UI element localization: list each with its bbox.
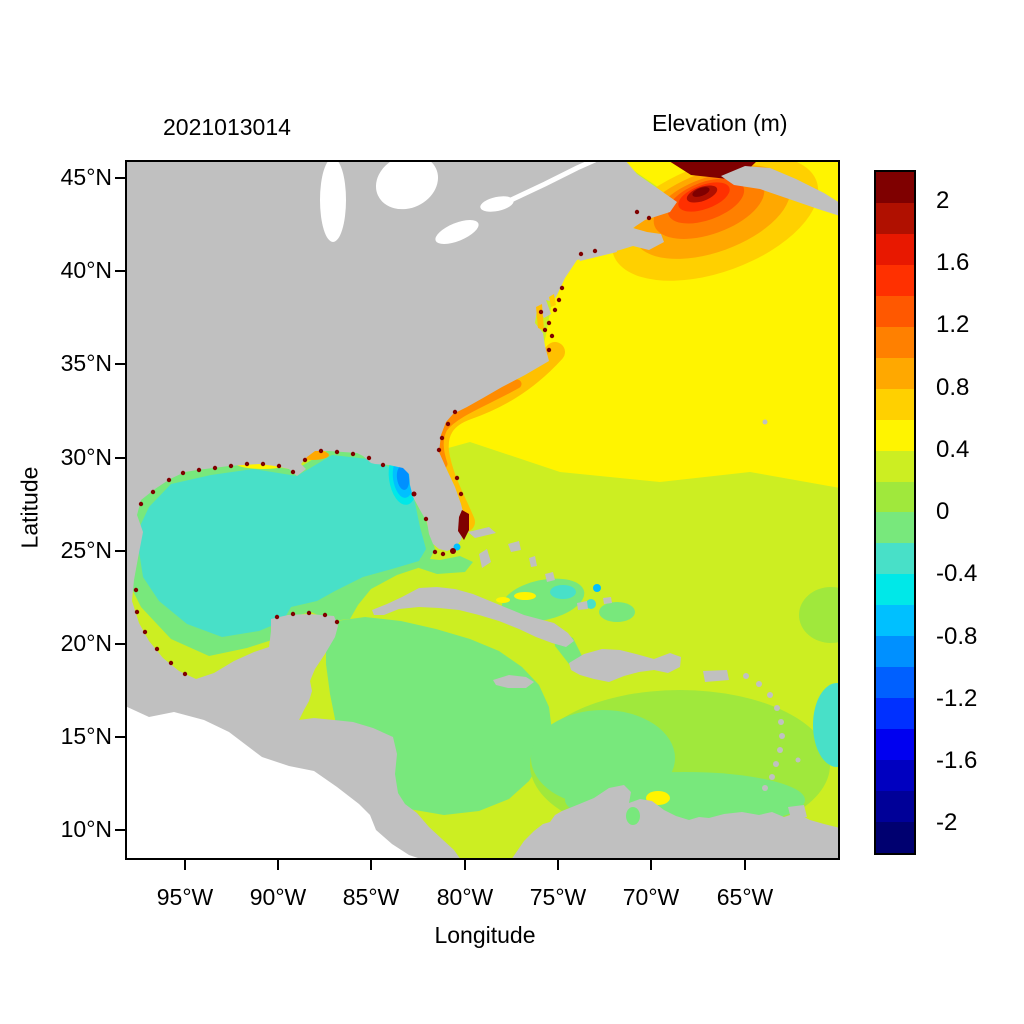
great-lakes bbox=[320, 154, 514, 244]
florida-straits-green bbox=[419, 556, 473, 574]
colorbar-block bbox=[876, 295, 914, 327]
colorbar-label: 1.6 bbox=[936, 249, 970, 276]
colorbar-block bbox=[876, 636, 914, 668]
x-axis-title: Longitude bbox=[434, 922, 536, 948]
y-tick bbox=[115, 736, 125, 738]
land-cuba bbox=[372, 587, 574, 647]
x-tick-label: 75°W bbox=[529, 884, 587, 910]
land-hispaniola bbox=[569, 649, 681, 682]
x-tick bbox=[464, 860, 466, 870]
colorbar-block bbox=[876, 698, 914, 730]
x-tick bbox=[370, 860, 372, 870]
y-tick bbox=[115, 457, 125, 459]
colorbar-block bbox=[876, 667, 914, 699]
bahamas-area-patches bbox=[496, 578, 635, 664]
x-tick-label: 65°W bbox=[716, 884, 774, 910]
colorbar-block bbox=[876, 202, 914, 234]
x-tick-label: 95°W bbox=[156, 884, 214, 910]
colorbar-block bbox=[876, 357, 914, 389]
colorbar-label: 0.4 bbox=[936, 436, 970, 463]
colorbar-block bbox=[876, 729, 914, 761]
land-bermuda bbox=[762, 419, 768, 425]
plot-frame bbox=[125, 160, 840, 860]
colorbar-label: -1.2 bbox=[936, 685, 978, 712]
gulf-cyan-interior bbox=[139, 455, 426, 637]
colorbar-block bbox=[876, 574, 914, 606]
colorbar-title: Elevation (m) bbox=[652, 110, 788, 136]
colorbar-label: 1.2 bbox=[936, 311, 970, 338]
pacific-outside-domain bbox=[125, 706, 424, 860]
delaware-bay-fill bbox=[549, 294, 556, 307]
lake-maracaibo bbox=[626, 807, 640, 825]
colorbar bbox=[874, 170, 916, 855]
x-tick-label: 80°W bbox=[436, 884, 494, 910]
colorbar-block bbox=[876, 791, 914, 823]
colorbar-block bbox=[876, 760, 914, 792]
y-tick bbox=[115, 829, 125, 831]
y-tick bbox=[115, 363, 125, 365]
st-lawrence-river bbox=[509, 157, 597, 203]
x-tick-label: 85°W bbox=[342, 884, 400, 910]
x-tick bbox=[557, 860, 559, 870]
colorbar-label: -0.4 bbox=[936, 560, 978, 587]
land-long-island bbox=[577, 246, 617, 261]
land-south-america bbox=[511, 785, 840, 860]
colorbar-block bbox=[876, 605, 914, 637]
x-tick bbox=[650, 860, 652, 870]
x-tick-label: 90°W bbox=[249, 884, 307, 910]
florida-keys-extreme bbox=[450, 548, 456, 554]
colorbar-label: 0 bbox=[936, 498, 950, 525]
y-tick bbox=[115, 643, 125, 645]
y-tick-label: 25°N bbox=[60, 537, 112, 563]
y-tick-label: 20°N bbox=[60, 630, 112, 656]
colorbar-label: -2 bbox=[936, 809, 958, 836]
x-tick bbox=[277, 860, 279, 870]
y-tick-label: 45°N bbox=[60, 164, 112, 190]
colorbar-label: 0.8 bbox=[936, 374, 970, 401]
colorbar-block bbox=[876, 388, 914, 420]
colorbar-block bbox=[876, 172, 914, 203]
colorbar-block bbox=[876, 450, 914, 482]
x-tick bbox=[184, 860, 186, 870]
y-tick-label: 35°N bbox=[60, 350, 112, 376]
southeast-florida-extreme bbox=[458, 510, 469, 540]
colorbar-block bbox=[876, 326, 914, 358]
x-tick bbox=[744, 860, 746, 870]
y-tick bbox=[115, 270, 125, 272]
biscayne-blue-spot bbox=[453, 543, 461, 551]
colorbar-label: -0.8 bbox=[936, 623, 978, 650]
land-nova-scotia bbox=[721, 166, 840, 216]
land-north-america bbox=[125, 160, 677, 860]
y-tick-label: 15°N bbox=[60, 723, 112, 749]
map-plot bbox=[125, 154, 863, 860]
y-tick-label: 40°N bbox=[60, 257, 112, 283]
colorbar-block bbox=[876, 264, 914, 296]
colorbar-label: -1.6 bbox=[936, 747, 978, 774]
land-jamaica bbox=[493, 675, 534, 688]
land-bahamas bbox=[468, 527, 612, 610]
land-trinidad bbox=[788, 805, 807, 819]
y-tick-label: 30°N bbox=[60, 444, 112, 470]
timestamp-title: 2021013014 bbox=[163, 114, 291, 140]
map-svg bbox=[125, 154, 863, 860]
colorbar-label: 2 bbox=[936, 187, 950, 214]
land-puerto-rico bbox=[703, 670, 729, 682]
colorbar-block bbox=[876, 822, 914, 853]
colorbar-block bbox=[876, 233, 914, 265]
y-tick-label: 10°N bbox=[60, 816, 112, 842]
colorbar-block bbox=[876, 512, 914, 544]
colorbar-block bbox=[876, 481, 914, 513]
land-lesser-antilles bbox=[743, 673, 801, 791]
colorbar-block bbox=[876, 419, 914, 451]
y-tick bbox=[115, 177, 125, 179]
colorbar-block bbox=[876, 543, 914, 575]
x-tick-label: 70°W bbox=[622, 884, 680, 910]
y-tick bbox=[115, 550, 125, 552]
coastal-extreme-speckles bbox=[133, 209, 652, 677]
